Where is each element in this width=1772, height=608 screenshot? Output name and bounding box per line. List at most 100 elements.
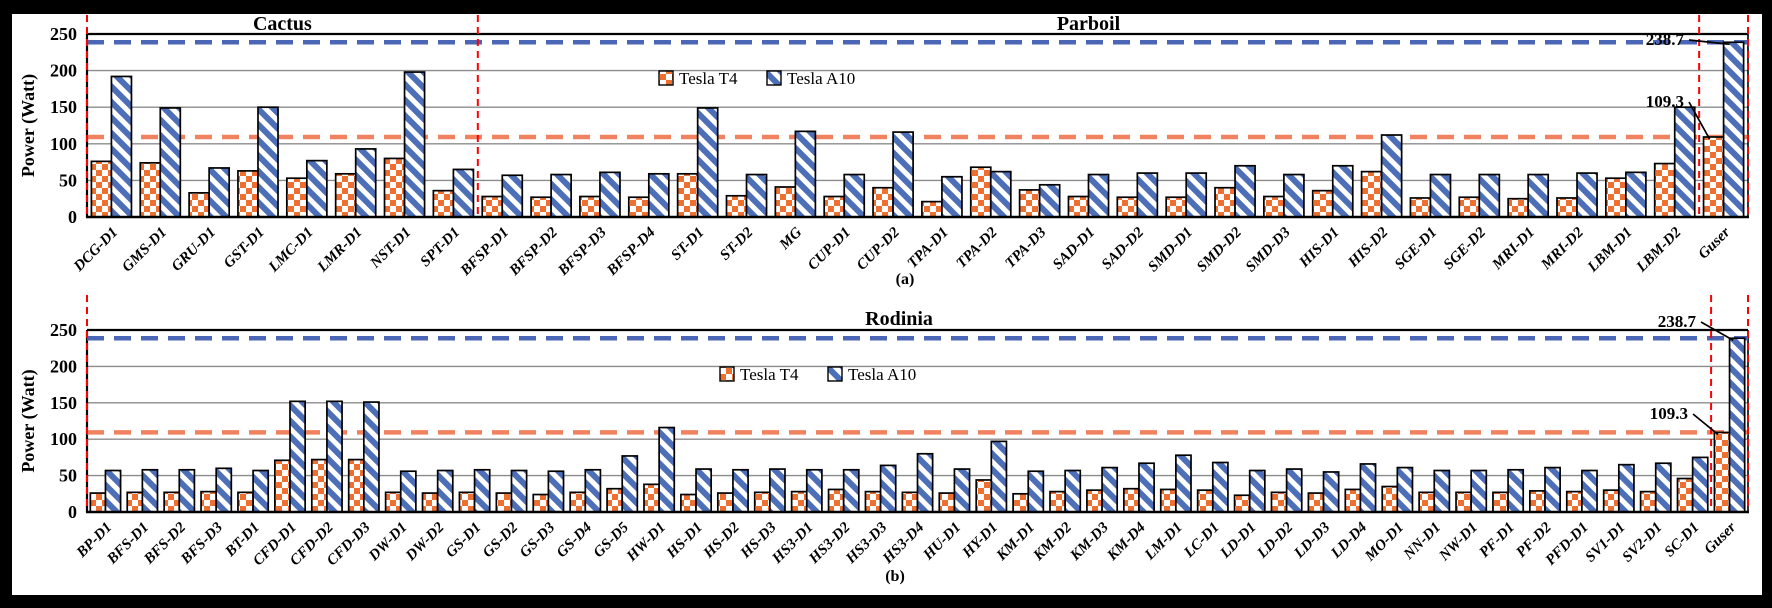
x-tick-label: SMD-D3: [1243, 224, 1294, 275]
bar-a10-GS-D2: [510, 469, 528, 513]
x-tick-label: LD-D3: [1291, 519, 1334, 562]
bar-a10-LC-D1: [1211, 461, 1229, 513]
bar-t4-TPA-D3: [1018, 189, 1041, 218]
x-tick-label: GS-D1: [443, 520, 484, 561]
x-tick-label: GS-D3: [517, 519, 559, 561]
y-tick-label: 50: [59, 170, 77, 190]
legend-label-a10: Tesla A10: [787, 69, 855, 88]
annotation-leader-line: [1692, 413, 1719, 436]
x-tick-label: LMC-D1: [265, 225, 317, 277]
bar-t4-ST-D2: [725, 194, 748, 218]
bar-a10-LMC-D1: [305, 159, 328, 218]
bar-a10-SGE-D2: [1478, 173, 1501, 218]
annotation-leader-line: [1688, 39, 1730, 46]
y-tick-label: 250: [50, 24, 77, 44]
bar-a10-Guser: [1728, 337, 1746, 513]
legend-swatch-a10: [827, 366, 843, 382]
bar-a10-SV2-D1: [1654, 462, 1672, 513]
x-tick-label: SPT-D1: [418, 225, 464, 271]
x-tick-label: HIS-D2: [1345, 224, 1392, 271]
x-tick-label: CUP-D2: [854, 224, 903, 273]
bar-t4-HU-D1: [938, 492, 956, 513]
x-tick-label: HS-D1: [663, 520, 706, 563]
bar-a10-PF-D2: [1544, 466, 1561, 513]
bar-t4-BFSP-D2: [530, 196, 552, 218]
bar-a10-LD-D3: [1322, 471, 1340, 513]
annotation-leader-line: [1700, 321, 1734, 341]
legend-swatch-a10: [766, 70, 782, 86]
bar-t4-DCG-D1: [90, 160, 113, 218]
legend-label-a10: Tesla A10: [848, 365, 916, 384]
bar-t4-DW-D2: [421, 492, 439, 513]
y-tick-label: 0: [68, 207, 77, 227]
x-tick-label: Guser: [1702, 519, 1740, 557]
bar-a10-SMD-D2: [1234, 164, 1256, 218]
bar-t4-ST-D1: [676, 172, 699, 218]
bar-t4-KM-D4: [1122, 487, 1140, 513]
x-tick-label: SMD-D1: [1145, 225, 1196, 276]
bar-a10-HS3-D1: [805, 468, 823, 513]
bar-a10-BT-D1: [252, 469, 270, 513]
bar-a10-HW-D1: [658, 426, 676, 513]
bar-t4-SPT-D1: [432, 189, 455, 218]
x-tick-label: BFSP-D4: [604, 224, 659, 279]
bar-a10-SAD-D1: [1087, 173, 1110, 218]
x-tick-label: HS-D2: [700, 519, 743, 562]
bar-a10-GMS-D1: [159, 107, 182, 218]
bar-a10-HS-D2: [732, 468, 749, 513]
bar-t4-LBM-D2: [1653, 162, 1676, 218]
x-tick-label: SV1-D1: [1583, 520, 1629, 566]
bar-t4-BFS-D1: [126, 491, 144, 513]
bar-t4-SMD-D3: [1263, 195, 1285, 218]
x-tick-label: LC-D1: [1181, 520, 1223, 562]
bar-t4-GS-D5: [606, 487, 624, 513]
bar-a10-HS3-D2: [842, 468, 860, 513]
x-tick-label: TPA-D3: [1002, 224, 1049, 271]
bar-t4-LD-D3: [1307, 492, 1325, 513]
bar-t4-CFD-D1: [274, 459, 291, 513]
bar-t4-BP-D1: [89, 492, 107, 513]
bar-a10-LMR-D1: [354, 148, 377, 218]
y-tick-label: 0: [68, 502, 77, 522]
section-title: Cactus: [253, 14, 312, 35]
bar-t4-HS-D1: [680, 493, 697, 513]
bar-t4-LD-D1: [1233, 494, 1251, 513]
bar-a10-CUP-D2: [892, 131, 914, 218]
x-tick-label: HS3-D4: [879, 519, 927, 567]
bar-t4-SGE-D2: [1458, 196, 1481, 218]
bar-a10-ST-D1: [696, 107, 719, 218]
legend-label-t4: Tesla T4: [740, 365, 799, 384]
bar-a10-CFD-D2: [326, 400, 343, 513]
bar-a10-LBM-D2: [1673, 106, 1696, 218]
x-tick-label: DW-D1: [365, 520, 410, 565]
x-tick-label: LBM-D1: [1584, 225, 1636, 277]
bar-t4-CFD-D2: [310, 458, 328, 513]
bar-a10-SAD-D2: [1136, 172, 1159, 218]
bar-t4-HIS-D2: [1360, 170, 1383, 218]
bar-t4-HS-D2: [716, 492, 734, 513]
bar-a10-SMD-D3: [1283, 173, 1305, 218]
bar-a10-HY-D1: [990, 440, 1008, 513]
x-tick-label: ST-D1: [668, 225, 707, 264]
annotation-238.7: 238.7: [1658, 312, 1697, 331]
x-tick-label: GRU-D1: [169, 225, 219, 275]
x-tick-label: BFSP-D2: [506, 224, 561, 279]
bar-t4-HS3-D4: [901, 491, 919, 513]
x-tick-label: Guser: [1696, 224, 1734, 262]
bar-a10-BFSP-D2: [550, 173, 572, 218]
bar-t4-LD-D4: [1344, 488, 1362, 513]
bar-a10-Guser: [1722, 41, 1745, 218]
x-tick-label: HY-D1: [959, 520, 1001, 562]
bar-a10-LD-D4: [1359, 463, 1377, 513]
bar-a10-NW-D1: [1470, 469, 1488, 513]
bar-t4-TPA-D2: [969, 166, 992, 218]
bar-a10-HIS-D1: [1331, 164, 1354, 218]
bar-a10-ST-D2: [745, 173, 768, 218]
x-tick-label: BFSP-D3: [555, 224, 610, 279]
bar-t4-GST-D1: [237, 170, 259, 218]
y-tick-label: 150: [50, 97, 77, 117]
bar-t4-GS-D1: [458, 491, 476, 513]
bar-t4-CUP-D1: [823, 195, 846, 218]
bar-t4-CUP-D2: [872, 186, 894, 218]
